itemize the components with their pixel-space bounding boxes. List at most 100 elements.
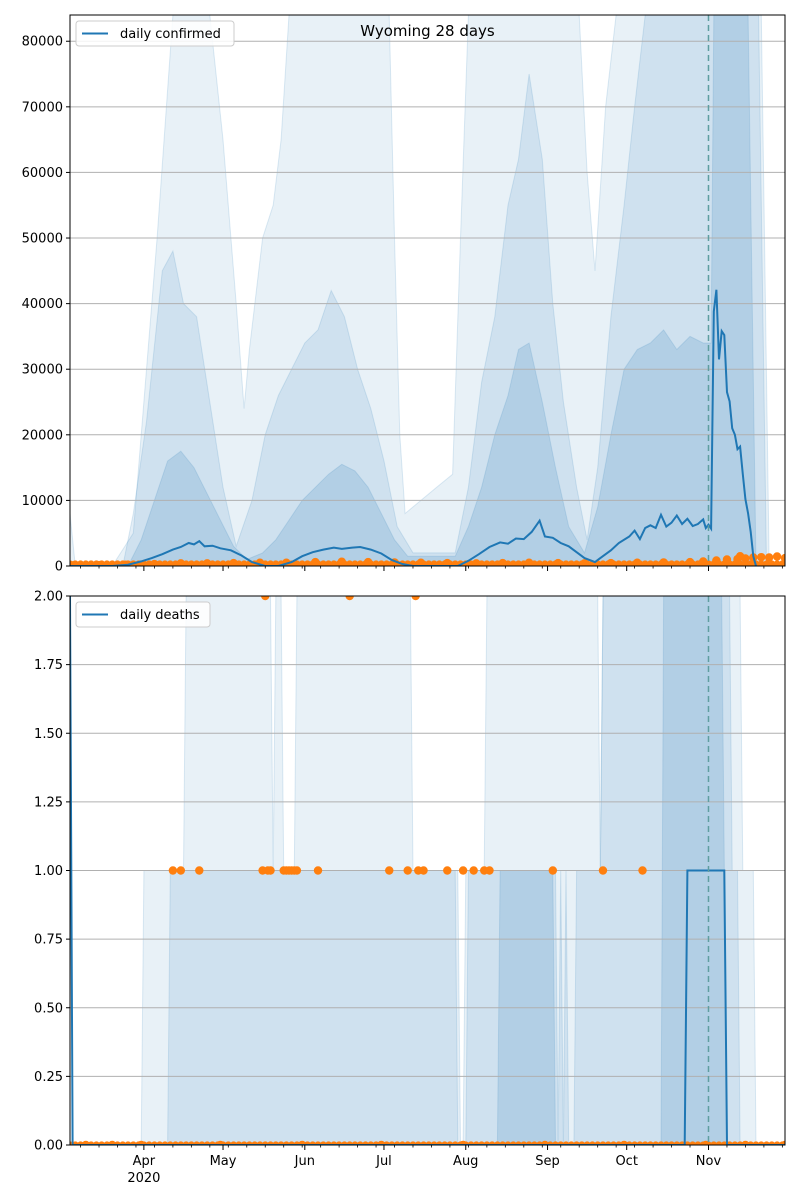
confirmed-legend: daily confirmed xyxy=(75,20,235,47)
deaths-x-axis: Apr 2020 May Jun Jul Aug Sep Oct Nov xyxy=(80,1145,783,1186)
confirmed-legend-box xyxy=(75,20,235,47)
confirmed-y-axis: 0 10000 20000 30000 40000 50000 60000 70000 8000… xyxy=(22,35,70,575)
observed-point xyxy=(202,559,212,566)
deaths-panel: 0.00 0.25 0.50 0.75 1.00 1.25 1.50 1.75 2.00 Apr… xyxy=(34,590,786,1186)
uncertainty-band xyxy=(70,15,785,566)
observed-point xyxy=(722,555,732,564)
observed-point xyxy=(363,557,373,566)
observed-point xyxy=(764,553,774,562)
observed-point xyxy=(485,866,494,875)
y-tick-label: 0.00 xyxy=(34,1139,63,1154)
confirmed-legend-label: daily confirmed xyxy=(120,27,221,42)
x-tick-label: Jul xyxy=(375,1154,392,1169)
series-line xyxy=(70,289,757,566)
observed-point xyxy=(443,866,452,875)
chart-title: Wyoming 28 days xyxy=(360,22,495,40)
x-tick-label: Nov xyxy=(696,1154,722,1169)
observed-point xyxy=(498,558,507,566)
x-tick-label: Oct xyxy=(615,1154,637,1169)
deaths-series xyxy=(70,596,785,1145)
deaths-legend: daily deaths xyxy=(75,601,211,628)
y-tick-label: 0 xyxy=(55,560,63,575)
y-tick-label: 1.25 xyxy=(34,795,63,810)
observed-point xyxy=(168,866,178,875)
observed-point xyxy=(757,552,766,562)
confirmed-series xyxy=(70,289,757,566)
observed-point xyxy=(472,559,481,566)
y-tick-label: 80000 xyxy=(22,35,63,50)
y-tick-label: 2.00 xyxy=(34,590,63,605)
x-tick-year-label: 2020 xyxy=(127,1171,160,1186)
observed-point xyxy=(553,558,563,566)
uncertainty-band xyxy=(70,15,785,566)
confirmed-grid xyxy=(70,40,785,567)
uncertainty-band xyxy=(70,596,785,1145)
observed-point xyxy=(266,866,275,875)
observed-point xyxy=(311,557,320,566)
observed-point xyxy=(606,558,616,566)
observed-point xyxy=(598,866,608,875)
x-tick-label: Sep xyxy=(535,1154,560,1169)
observed-point xyxy=(216,1140,225,1145)
observed-point xyxy=(313,866,323,875)
observed-point xyxy=(195,866,204,875)
observed-point xyxy=(150,559,159,566)
deaths-axes-frame xyxy=(69,595,786,1146)
confirmed-axes-frame xyxy=(69,14,786,567)
observed-point xyxy=(70,561,77,566)
observed-point xyxy=(638,866,647,875)
observed-point xyxy=(94,560,104,566)
observed-point xyxy=(176,559,186,566)
confirmed-bands xyxy=(70,15,785,566)
deaths-legend-box xyxy=(75,601,211,628)
confirmed-x-axis xyxy=(80,566,783,571)
observed-point xyxy=(685,557,695,566)
y-tick-label: 30000 xyxy=(22,363,63,378)
observed-point xyxy=(337,557,346,566)
confirmed-panel: 0 10000 20000 30000 40000 50000 60000 70000 8000… xyxy=(22,14,786,575)
observed-point xyxy=(176,866,186,875)
y-tick-label: 0.75 xyxy=(34,933,63,948)
observed-point xyxy=(458,1140,468,1145)
observed-point xyxy=(699,557,708,566)
observed-point xyxy=(411,596,420,601)
y-tick-label: 1.75 xyxy=(34,658,63,673)
x-tick-label: Aug xyxy=(453,1154,478,1169)
observed-point xyxy=(419,866,428,875)
observed-point xyxy=(345,596,354,601)
y-tick-label: 70000 xyxy=(22,100,63,115)
observed-point xyxy=(81,1140,91,1145)
observed-point xyxy=(580,559,589,566)
observed-point xyxy=(458,866,468,875)
observed-point xyxy=(741,1140,750,1145)
observed-point xyxy=(619,1140,629,1145)
uncertainty-band xyxy=(70,15,785,566)
x-tick-label: Jun xyxy=(294,1154,315,1169)
y-tick-label: 20000 xyxy=(22,428,63,443)
deaths-legend-label: daily deaths xyxy=(120,608,200,623)
observed-point xyxy=(443,558,452,566)
observed-point xyxy=(548,866,558,875)
y-tick-label: 60000 xyxy=(22,166,63,181)
observed-point xyxy=(108,1140,117,1145)
observed-point xyxy=(780,553,785,563)
observed-point xyxy=(416,558,426,566)
y-tick-label: 1.00 xyxy=(34,864,63,879)
observed-point xyxy=(229,558,238,566)
observed-point xyxy=(292,866,302,875)
observed-point xyxy=(712,556,721,565)
y-tick-label: 40000 xyxy=(22,297,63,312)
observed-point xyxy=(772,552,782,561)
observed-point xyxy=(261,596,270,601)
y-tick-label: 50000 xyxy=(22,232,63,247)
observed-point xyxy=(780,1140,785,1145)
x-tick-label: Apr xyxy=(133,1154,156,1169)
observed-point xyxy=(735,551,745,561)
y-tick-label: 0.50 xyxy=(34,1001,63,1016)
observed-point xyxy=(633,558,642,566)
y-tick-label: 0.25 xyxy=(34,1070,63,1085)
x-tick-label: May xyxy=(210,1154,237,1169)
